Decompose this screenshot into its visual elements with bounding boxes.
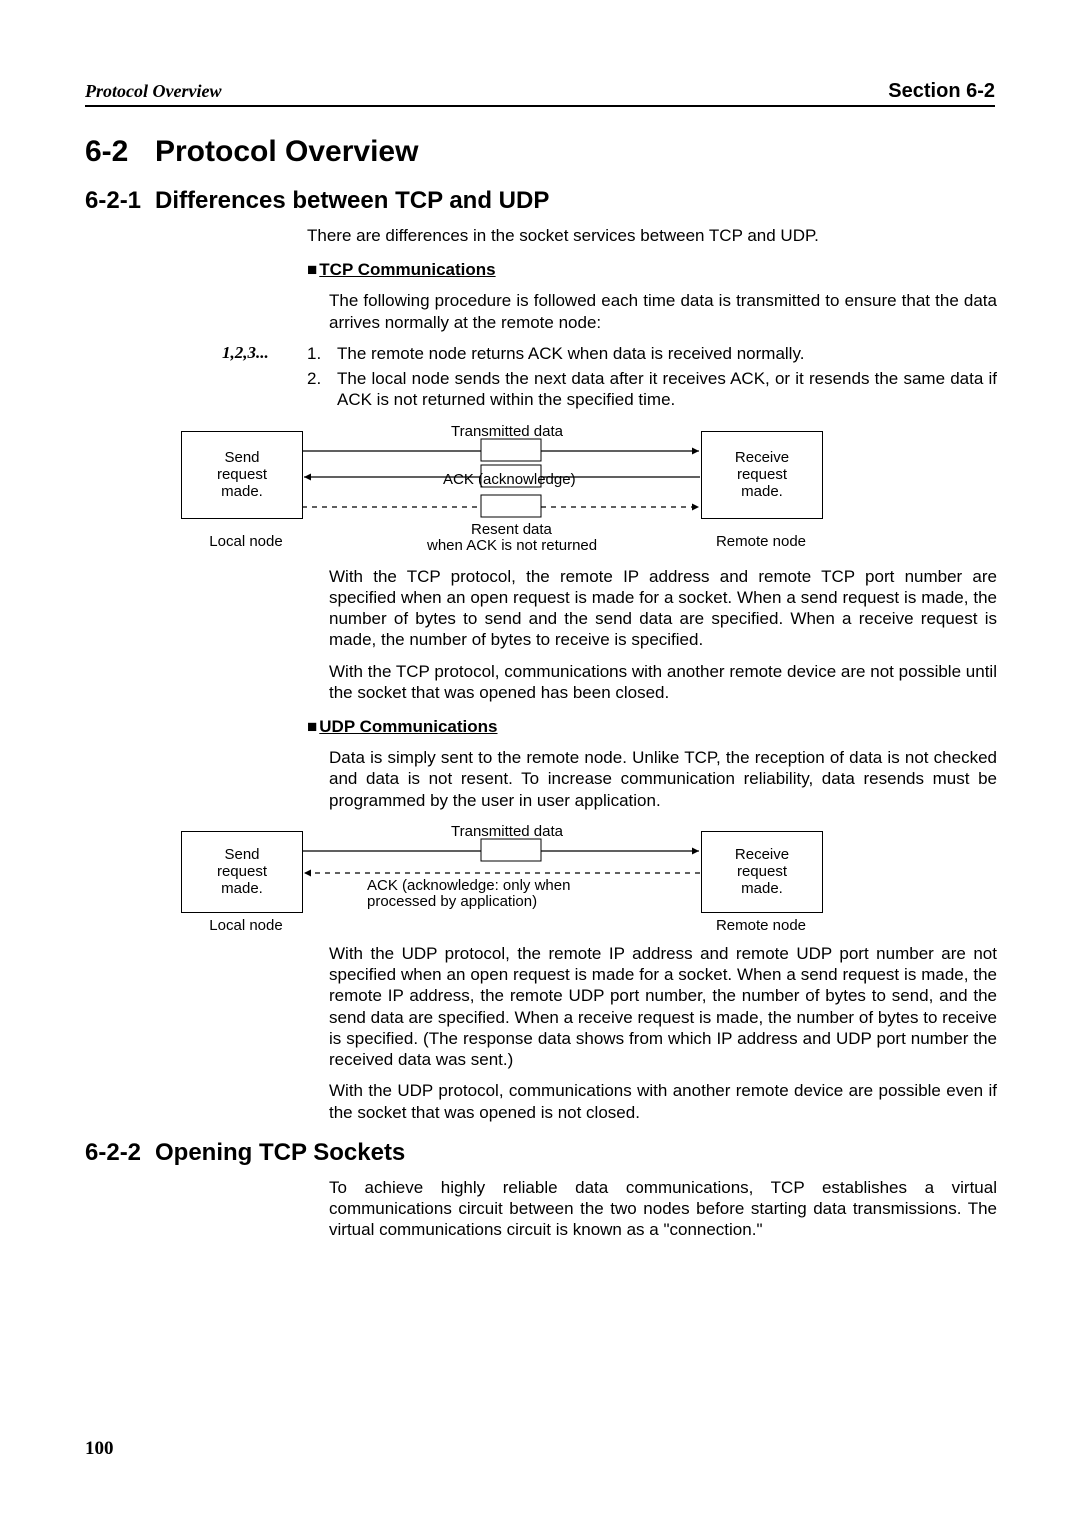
- page: Protocol Overview Section 6-2 6-2 Protoc…: [0, 0, 1080, 1528]
- tcp-p1: The following procedure is followed each…: [329, 290, 997, 333]
- udp-p3: With the UDP protocol, communications wi…: [329, 1080, 997, 1123]
- body-column: With the UDP protocol, the remote IP add…: [307, 943, 997, 1123]
- heading-6-2: 6-2 Protocol Overview: [85, 135, 995, 169]
- tcp-heading: TCP Communications: [307, 260, 997, 280]
- ack-label: ACK (acknowledge): [443, 471, 576, 488]
- transmitted-label: Transmitted data: [451, 823, 563, 840]
- subheading-number: 6-2-2: [85, 1139, 155, 1167]
- udp-p2: With the UDP protocol, the remote IP add…: [329, 943, 997, 1071]
- tcp-diagram: Send request made. Receive request made.…: [181, 425, 831, 560]
- heading-6-2-2: 6-2-2 Opening TCP Sockets: [85, 1139, 995, 1167]
- step-num: 1.: [307, 343, 337, 364]
- ack-label-1: ACK (acknowledge: only when: [367, 877, 570, 894]
- udp-p1: Data is simply sent to the remote node. …: [329, 747, 997, 811]
- ack-label-2: processed by application): [367, 893, 537, 910]
- tcp-p3: With the TCP protocol, communications wi…: [329, 661, 997, 704]
- steps-block: 1,2,3... 1. The remote node returns ACK …: [307, 343, 997, 411]
- header-left: Protocol Overview: [85, 81, 221, 102]
- step-2: 2. The local node sends the next data af…: [307, 368, 997, 411]
- subheading-number: 6-2-1: [85, 187, 155, 215]
- tcp-p2: With the TCP protocol, the remote IP add…: [329, 566, 997, 651]
- page-number: 100: [85, 1438, 114, 1460]
- step-num: 2.: [307, 368, 337, 411]
- body-column: With the TCP protocol, the remote IP add…: [307, 566, 997, 811]
- header-right: Section 6-2: [888, 80, 995, 103]
- resent-label-1: Resent data: [471, 521, 552, 538]
- heading-number: 6-2: [85, 135, 155, 169]
- transmitted-label: Transmitted data: [451, 423, 563, 440]
- heading-6-2-1: 6-2-1 Differences between TCP and UDP: [85, 187, 995, 215]
- subheading-title: Differences between TCP and UDP: [155, 187, 549, 215]
- steps-label: 1,2,3...: [222, 343, 269, 363]
- udp-heading: UDP Communications: [307, 717, 997, 737]
- intro-paragraph: There are differences in the socket serv…: [307, 225, 997, 246]
- body-column: To achieve highly reliable data communic…: [307, 1177, 997, 1241]
- step-text: The local node sends the next data after…: [337, 368, 997, 411]
- sec2-p1: To achieve highly reliable data communic…: [329, 1177, 997, 1241]
- udp-diagram: Send request made. Receive request made.…: [181, 825, 831, 937]
- subheading-title: Opening TCP Sockets: [155, 1139, 405, 1167]
- running-header: Protocol Overview Section 6-2: [85, 80, 995, 107]
- heading-title: Protocol Overview: [155, 135, 418, 169]
- step-text: The remote node returns ACK when data is…: [337, 343, 997, 364]
- step-1: 1. The remote node returns ACK when data…: [307, 343, 997, 364]
- resent-label-2: when ACK is not returned: [427, 537, 597, 554]
- body-column: There are differences in the socket serv…: [307, 225, 997, 411]
